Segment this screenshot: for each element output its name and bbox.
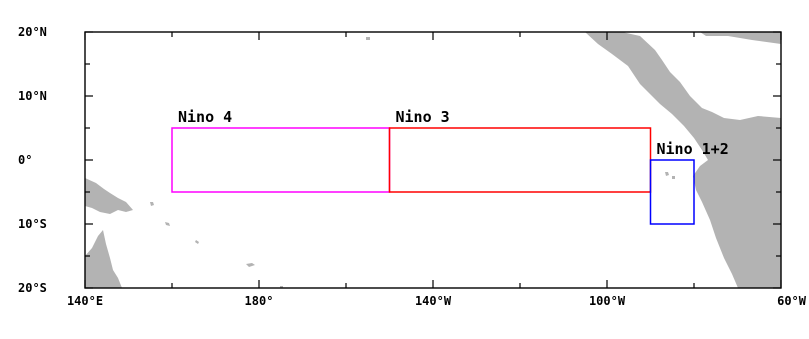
y-tick-label: 10°N — [18, 89, 47, 103]
nino-region-labels: Nino 4 Nino 3 Nino 1+2 — [178, 108, 729, 158]
x-tick-label: 100°W — [589, 294, 626, 308]
y-tick-label: 20°S — [18, 281, 47, 295]
y-axis-labels: 20°N 10°N 0° 10°S 20°S — [18, 25, 47, 295]
region-label-nino-4: Nino 4 — [178, 108, 232, 126]
y-tick-label: 10°S — [18, 217, 47, 231]
y-tick-label: 20°N — [18, 25, 47, 39]
region-box-nino-3 — [388, 127, 652, 193]
nino-regions — [171, 127, 695, 225]
region-label-nino-1-2: Nino 1+2 — [657, 140, 729, 158]
region-box-nino-1-2 — [649, 159, 695, 225]
region-box-nino-4 — [171, 127, 391, 193]
x-tick-label: 60°W — [777, 294, 807, 308]
region-label-nino-3: Nino 3 — [396, 108, 450, 126]
y-tick-label: 0° — [18, 153, 32, 167]
axis-ticks — [84, 31, 782, 289]
x-tick-label: 180° — [245, 294, 274, 308]
x-tick-label: 140°E — [67, 294, 103, 308]
landmass — [85, 32, 781, 288]
x-axis-labels: 140°E 180° 140°W 100°W 60°W — [67, 294, 807, 308]
x-tick-label: 140°W — [415, 294, 452, 308]
